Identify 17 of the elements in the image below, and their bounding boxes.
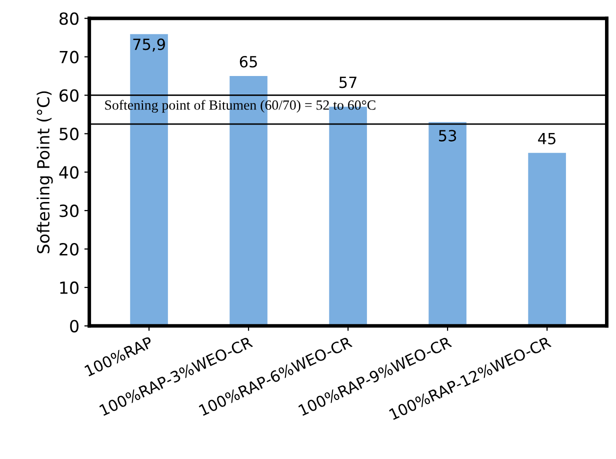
y-tick-label: 20 xyxy=(60,242,78,256)
y-tick-label: 30 xyxy=(60,204,78,218)
data-label: 53 xyxy=(439,130,456,142)
y-tick-label: 40 xyxy=(59,166,78,179)
y-tick-label: 80 xyxy=(60,12,78,25)
y-tick-label: 60 xyxy=(60,89,78,102)
bar xyxy=(428,122,466,326)
bar xyxy=(528,152,566,326)
y-tick-label: 10 xyxy=(60,281,78,294)
y-tick-label: 70 xyxy=(60,50,78,64)
data-label: 65 xyxy=(240,56,257,68)
y-tick-label: 50 xyxy=(60,128,78,140)
y-axis-title: Softening Point (°C) xyxy=(36,91,53,254)
y-tick-label: 0 xyxy=(70,320,78,332)
data-label: 57 xyxy=(340,76,356,88)
data-label: 75,9 xyxy=(133,38,165,52)
data-label: 45 xyxy=(538,133,556,144)
